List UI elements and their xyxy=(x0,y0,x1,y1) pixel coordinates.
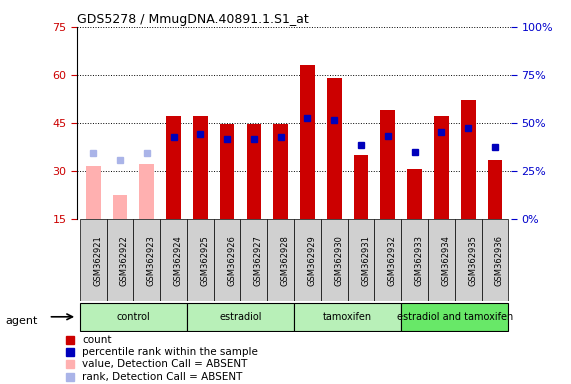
Bar xyxy=(407,169,422,219)
Text: percentile rank within the sample: percentile rank within the sample xyxy=(82,347,258,357)
FancyBboxPatch shape xyxy=(134,219,160,301)
Text: value, Detection Call = ABSENT: value, Detection Call = ABSENT xyxy=(82,359,248,369)
FancyBboxPatch shape xyxy=(401,219,428,301)
Bar xyxy=(139,164,154,219)
FancyBboxPatch shape xyxy=(294,219,321,301)
Text: estradiol: estradiol xyxy=(219,312,262,322)
Text: GSM362926: GSM362926 xyxy=(227,235,236,286)
FancyBboxPatch shape xyxy=(455,219,481,301)
Bar xyxy=(220,124,235,219)
Text: tamoxifen: tamoxifen xyxy=(323,312,372,322)
Text: GSM362924: GSM362924 xyxy=(174,235,183,286)
Text: GDS5278 / MmugDNA.40891.1.S1_at: GDS5278 / MmugDNA.40891.1.S1_at xyxy=(77,13,309,26)
Bar xyxy=(461,101,476,219)
FancyBboxPatch shape xyxy=(187,303,294,331)
FancyBboxPatch shape xyxy=(267,219,294,301)
Bar xyxy=(380,110,395,219)
Bar xyxy=(434,116,449,219)
Text: count: count xyxy=(82,335,112,345)
Text: GSM362934: GSM362934 xyxy=(441,235,451,286)
FancyBboxPatch shape xyxy=(240,219,267,301)
FancyBboxPatch shape xyxy=(401,303,508,331)
FancyBboxPatch shape xyxy=(107,219,134,301)
FancyBboxPatch shape xyxy=(187,219,214,301)
Text: GSM362922: GSM362922 xyxy=(120,235,129,286)
Bar xyxy=(274,124,288,219)
Text: GSM362925: GSM362925 xyxy=(200,235,210,286)
FancyBboxPatch shape xyxy=(80,219,107,301)
Text: GSM362931: GSM362931 xyxy=(361,235,370,286)
FancyBboxPatch shape xyxy=(80,303,187,331)
Text: GSM362928: GSM362928 xyxy=(281,235,289,286)
Text: GSM362929: GSM362929 xyxy=(307,235,316,286)
Text: GSM362933: GSM362933 xyxy=(415,235,424,286)
Bar xyxy=(327,78,341,219)
Text: GSM362932: GSM362932 xyxy=(388,235,397,286)
Bar xyxy=(353,155,368,219)
Text: GSM362930: GSM362930 xyxy=(334,235,343,286)
Text: agent: agent xyxy=(6,316,38,326)
FancyBboxPatch shape xyxy=(214,219,240,301)
FancyBboxPatch shape xyxy=(294,303,401,331)
FancyBboxPatch shape xyxy=(428,219,455,301)
Text: GSM362923: GSM362923 xyxy=(147,235,156,286)
Text: GSM362936: GSM362936 xyxy=(495,235,504,286)
Text: estradiol and tamoxifen: estradiol and tamoxifen xyxy=(397,312,513,322)
Text: GSM362921: GSM362921 xyxy=(93,235,102,286)
FancyBboxPatch shape xyxy=(160,219,187,301)
Text: GSM362935: GSM362935 xyxy=(468,235,477,286)
FancyBboxPatch shape xyxy=(481,219,508,301)
FancyBboxPatch shape xyxy=(348,219,375,301)
Bar xyxy=(193,116,208,219)
Bar xyxy=(247,124,262,219)
FancyBboxPatch shape xyxy=(375,219,401,301)
FancyBboxPatch shape xyxy=(321,219,348,301)
Text: rank, Detection Call = ABSENT: rank, Detection Call = ABSENT xyxy=(82,372,243,382)
Text: control: control xyxy=(116,312,150,322)
Bar xyxy=(300,65,315,219)
Bar xyxy=(86,166,100,219)
Bar xyxy=(488,160,502,219)
Bar xyxy=(112,195,127,219)
Text: GSM362927: GSM362927 xyxy=(254,235,263,286)
Bar xyxy=(166,116,181,219)
